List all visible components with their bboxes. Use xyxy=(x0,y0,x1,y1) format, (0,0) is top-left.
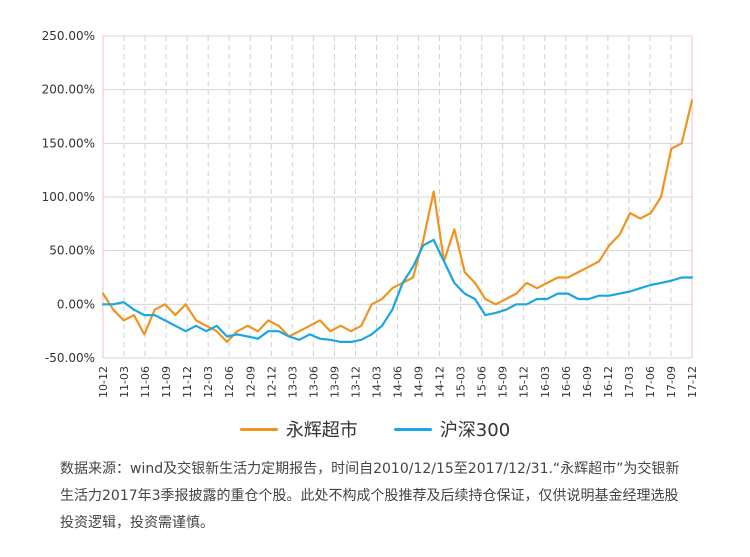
x-tick-label: 17-03 xyxy=(623,366,636,398)
x-tick-label: 15-12 xyxy=(518,366,531,398)
x-tick-label: 13-03 xyxy=(286,366,299,398)
x-tick-label: 16-03 xyxy=(539,366,552,398)
x-tick-label: 16-06 xyxy=(560,366,573,398)
x-tick-label: 11-12 xyxy=(181,366,194,398)
x-tick-label: 15-03 xyxy=(455,366,468,398)
x-tick-label: 17-12 xyxy=(686,366,699,398)
x-tick-label: 11-03 xyxy=(118,366,131,398)
x-tick-label: 12-06 xyxy=(223,366,236,398)
legend-label-hs300: 沪深300 xyxy=(439,420,511,441)
x-tick-label: 13-06 xyxy=(307,366,320,398)
x-tick-label: 14-09 xyxy=(413,366,426,398)
legend-label-yonghui: 永辉超市 xyxy=(285,420,358,441)
chart-area: 250.00% 200.00% 150.00% 100.00% 50.00% 0.00% -… xyxy=(42,29,699,398)
y-tick-label: 250.00% xyxy=(42,29,95,43)
x-tick-label: 14-12 xyxy=(434,366,447,398)
x-tick-label: 16-12 xyxy=(602,366,615,398)
x-tick-label: 12-03 xyxy=(202,366,215,398)
series-line-hs300 xyxy=(101,238,694,343)
y-tick-label: -50.00% xyxy=(45,351,95,365)
x-tick-label: 17-06 xyxy=(644,366,657,398)
source-footnote: 数据来源：wind及交银新生活力定期报告，时间自2010/12/15至2017/… xyxy=(60,461,680,531)
legend-item-yonghui: 永辉超市 xyxy=(239,416,358,442)
x-tick-label: 15-06 xyxy=(476,366,489,398)
y-tick-label: 200.00% xyxy=(42,83,95,97)
x-tick-label: 14-06 xyxy=(392,366,405,398)
x-tick-label: 15-09 xyxy=(497,366,510,398)
x-tick-label: 10-12 xyxy=(97,366,110,398)
series-line-yonghui xyxy=(101,99,694,343)
x-tick-label: 16-09 xyxy=(581,366,594,398)
x-tick-label: 13-12 xyxy=(349,366,362,398)
line-chart: 250.00% 200.00% 150.00% 100.00% 50.00% 0.00% -… xyxy=(42,29,699,398)
legend-swatch-hs300 xyxy=(393,427,432,431)
x-tick-label: 13-09 xyxy=(328,366,341,398)
x-tick-label: 12-12 xyxy=(265,366,278,398)
legend-item-hs300: 沪深300 xyxy=(393,416,511,442)
x-tick-label: 12-09 xyxy=(244,366,257,398)
x-tick-label: 11-06 xyxy=(139,366,152,398)
y-tick-label: 100.00% xyxy=(42,190,95,204)
x-tick-label: 11-09 xyxy=(160,366,173,398)
chart-legend: 永辉超市 沪深300 xyxy=(0,414,750,444)
legend-swatch-yonghui xyxy=(239,427,278,431)
y-tick-label: 50.00% xyxy=(49,244,95,258)
y-tick-label: 0.00% xyxy=(57,297,95,311)
x-tick-label: 17-09 xyxy=(665,366,678,398)
x-tick-label: 14-03 xyxy=(370,366,383,398)
y-tick-label: 150.00% xyxy=(42,136,95,150)
